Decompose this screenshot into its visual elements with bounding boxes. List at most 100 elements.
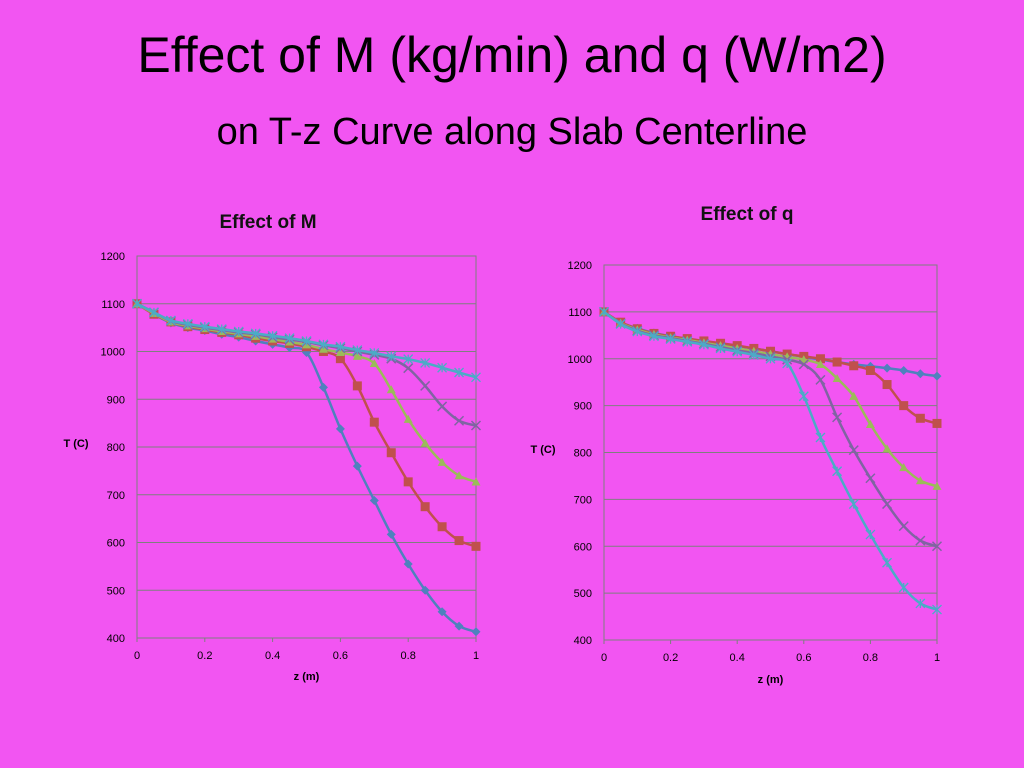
data-point	[615, 319, 626, 330]
x-axis-label: z (m)	[294, 671, 320, 683]
data-point	[454, 536, 464, 546]
data-point	[165, 315, 176, 326]
data-point	[454, 415, 465, 426]
data-point	[403, 414, 413, 423]
data-point	[882, 380, 892, 390]
data-point	[665, 334, 676, 345]
data-point	[471, 627, 481, 637]
x-tick-label: 0	[601, 652, 607, 664]
x-tick-label: 0	[134, 650, 140, 662]
data-point	[470, 420, 482, 431]
x-axis-label: z (m)	[758, 674, 784, 686]
data-point	[335, 341, 346, 352]
data-point	[182, 318, 193, 329]
data-point	[352, 345, 363, 356]
data-point	[471, 477, 481, 486]
data-point	[798, 359, 809, 370]
data-point	[599, 306, 609, 317]
y-axis-label: T (C)	[530, 444, 555, 456]
data-point	[732, 346, 743, 357]
data-point	[882, 363, 892, 373]
y-tick-label: 400	[107, 633, 125, 645]
data-point	[899, 463, 909, 472]
data-point	[915, 413, 925, 423]
data-point	[931, 541, 943, 552]
data-point	[420, 585, 430, 595]
data-point	[898, 521, 909, 532]
x-tick-label: 0.4	[265, 650, 280, 662]
data-point	[832, 466, 843, 477]
data-point	[267, 330, 278, 341]
data-point	[798, 391, 809, 402]
data-point	[437, 607, 447, 617]
slide-subtitle: on T-z Curve along Slab Centerline	[216, 111, 808, 153]
data-point	[420, 438, 430, 447]
data-point	[915, 535, 926, 546]
data-point	[715, 343, 726, 354]
data-point	[199, 321, 210, 332]
data-point	[437, 522, 447, 532]
data-point	[765, 353, 776, 364]
data-point	[899, 401, 909, 411]
data-point	[932, 371, 942, 381]
data-point	[420, 380, 431, 391]
data-point	[815, 359, 825, 368]
data-point	[815, 354, 825, 364]
y-tick-label: 1000	[568, 354, 592, 366]
x-tick-label: 0.8	[863, 652, 878, 664]
data-point	[369, 495, 379, 505]
data-point	[301, 336, 312, 346]
data-point	[898, 582, 909, 593]
data-point	[352, 461, 362, 471]
data-point	[832, 373, 842, 383]
data-point	[782, 358, 793, 369]
data-point	[899, 365, 909, 375]
data-point	[437, 362, 448, 373]
data-point	[403, 354, 414, 365]
data-point	[632, 326, 643, 337]
data-point	[369, 358, 379, 368]
data-point	[932, 418, 942, 428]
data-point	[882, 557, 893, 568]
data-point	[748, 350, 759, 360]
data-point	[848, 499, 859, 510]
y-tick-label: 600	[574, 541, 592, 553]
y-axis-label: T (C)	[63, 438, 88, 450]
data-point	[815, 374, 826, 385]
y-tick-label: 400	[574, 635, 592, 647]
y-tick-label: 700	[574, 494, 592, 506]
data-point	[352, 381, 362, 391]
data-point	[335, 347, 345, 357]
chart-title-effect-of-m: Effect of M	[219, 212, 317, 233]
y-tick-label: 1000	[101, 347, 125, 359]
y-tick-label: 1100	[568, 307, 592, 319]
data-point	[420, 358, 431, 368]
data-point	[403, 559, 413, 569]
data-point	[865, 365, 875, 375]
data-point	[698, 339, 709, 350]
data-point	[216, 324, 227, 335]
data-point	[386, 385, 396, 394]
data-point	[233, 326, 244, 337]
data-point	[682, 336, 693, 347]
data-point	[454, 367, 465, 378]
data-point	[335, 424, 345, 434]
data-point	[848, 445, 859, 456]
y-tick-label: 1200	[101, 251, 125, 263]
data-point	[454, 471, 464, 480]
data-point	[132, 298, 142, 309]
y-tick-label: 800	[574, 448, 592, 460]
data-point	[369, 417, 379, 427]
data-point	[335, 354, 345, 364]
chart-2: 400 500 600 700 800 900 1000 1100 1200 0 0.2 0.4 0.6…	[530, 260, 943, 686]
data-point	[386, 351, 397, 362]
data-point	[849, 391, 859, 400]
chart-1: 400 500 600 700 800 900 1000 1100 1200 0 0.2 0.4 0.6…	[63, 251, 482, 683]
data-point	[403, 477, 413, 487]
y-tick-label: 500	[574, 588, 592, 600]
data-point	[849, 361, 859, 371]
y-tick-label: 1100	[101, 299, 125, 311]
y-tick-label: 600	[107, 538, 125, 550]
x-tick-label: 0.8	[401, 650, 416, 662]
